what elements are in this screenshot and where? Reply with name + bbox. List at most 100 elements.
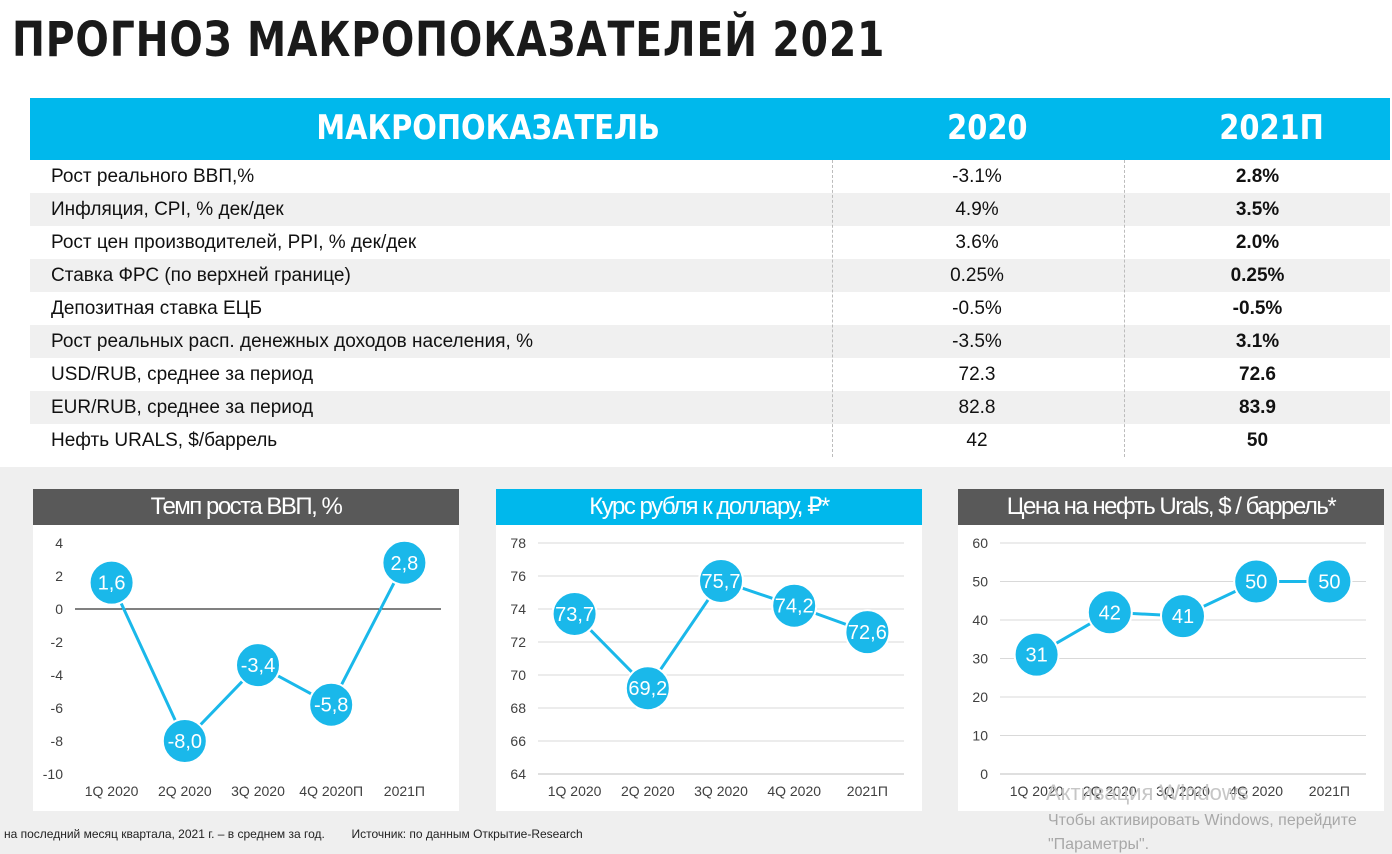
indicator-name: Рост реальных расп. денежных доходов нас…	[51, 331, 534, 352]
y-tick-label: 40	[972, 612, 988, 628]
x-tick-label: 2021П	[847, 783, 888, 799]
table-row: Инфляция, CPI, % дек/дек 4.9% 3.5%	[30, 193, 1390, 226]
value-2020: 72.3	[958, 364, 996, 385]
table-row: Рост реальных расп. денежных доходов нас…	[30, 325, 1390, 358]
value-2021: 2.0%	[1235, 232, 1280, 253]
y-tick-label: 70	[510, 667, 526, 683]
data-point	[1086, 589, 1133, 636]
chart-title: Цена на нефть Urals, $ / баррель*	[958, 489, 1384, 525]
table-header: МАКРОПОКАЗАТЕЛЬ 2020 2021П	[30, 98, 1390, 160]
data-label: 74,2	[775, 596, 814, 618]
y-tick-label: 78	[510, 535, 526, 551]
y-tick-label: 76	[510, 568, 526, 584]
data-point	[381, 539, 428, 586]
value-2021: 50	[1246, 430, 1269, 451]
y-tick-label: 72	[510, 634, 526, 650]
value-2020: -0.5%	[952, 298, 1002, 319]
header-2020: 2020	[947, 108, 1028, 148]
column-divider	[1124, 160, 1125, 457]
data-point	[161, 718, 208, 764]
x-tick-label: 2Q 2020	[621, 783, 675, 799]
data-point	[235, 642, 281, 689]
y-tick-label: 74	[510, 601, 526, 617]
chart-title: Темп роста ВВП, %	[33, 489, 459, 525]
indicator-name: Нефть URALS, $/баррель	[51, 430, 278, 451]
data-label: 50	[1318, 572, 1340, 594]
data-point	[551, 590, 598, 637]
indicator-name: Рост цен производителей, PPI, % дек/дек	[51, 232, 417, 253]
table-row: Рост цен производителей, PPI, % дек/дек 3…	[30, 226, 1390, 259]
y-tick-label: 60	[972, 535, 988, 551]
footnote: на последний месяц квартала, 2021 г. – в…	[4, 827, 583, 841]
y-tick-label: -4	[51, 667, 64, 683]
value-2020: -3.1%	[952, 166, 1002, 187]
data-point	[844, 609, 891, 656]
data-point	[1306, 558, 1353, 605]
x-tick-label: 3Q 2020	[1156, 783, 1210, 799]
activation-watermark-text: "Параметры".	[1048, 836, 1150, 853]
chart-title: Курс рубля к доллару, ₽*	[496, 489, 922, 525]
indicator-name: Инфляция, CPI, % дек/дек	[51, 199, 284, 220]
table-row: Рост реального ВВП,% -3.1% 2.8%	[30, 160, 1390, 193]
y-tick-label: 66	[510, 733, 526, 749]
activation-watermark-text: Чтобы активировать Windows, перейдите	[1048, 812, 1357, 829]
y-tick-label: 4	[55, 535, 63, 551]
data-label: 73,7	[555, 604, 594, 626]
footnote-note: на последний месяц квартала, 2021 г. – в…	[4, 827, 325, 841]
indicator-name: USD/RUB, среднее за период	[51, 364, 314, 385]
y-tick-label: 50	[972, 574, 988, 590]
data-label: 50	[1245, 572, 1267, 594]
indicator-name: EUR/RUB, среднее за период	[51, 397, 314, 418]
data-label: 31	[1025, 645, 1047, 667]
y-tick-label: 2	[55, 568, 63, 584]
data-label: 72,6	[848, 622, 887, 644]
indicator-name: Ставка ФРС (по верхней границе)	[51, 265, 351, 286]
activation-watermark-title: Активация Windows	[1046, 780, 1249, 805]
value-2020: 0.25%	[950, 265, 1004, 286]
x-tick-label: 1Q 2020	[548, 783, 602, 799]
y-tick-label: -8	[51, 733, 64, 749]
table-body: Рост реального ВВП,% -3.1% 2.8% Инфляция, C…	[30, 160, 1390, 457]
value-2021: 83.9	[1239, 397, 1276, 418]
x-tick-label: 2021П	[1309, 783, 1350, 799]
data-label: -8,0	[168, 731, 202, 753]
data-point	[1160, 593, 1206, 640]
data-point	[624, 665, 671, 712]
x-tick-label: 2Q 2020	[158, 783, 212, 799]
value-2021: -0.5%	[1232, 298, 1283, 319]
value-2020: 42	[966, 430, 988, 451]
x-tick-label: 4Q 2020П	[299, 783, 363, 799]
oil-chart: 60 50 40 30 20 10 0 1Q 2020 2Q 2020 3Q 2020 4Q 202…	[972, 535, 1366, 799]
value-2021: 72.6	[1239, 364, 1276, 385]
data-point	[88, 559, 135, 606]
column-divider	[832, 160, 833, 457]
ruble-chart-panel: Курс рубля к доллару, ₽* 78 76 74 72 70 68 66 6…	[496, 489, 922, 811]
macro-table: МАКРОПОКАЗАТЕЛЬ 2020 2021П Рост реальног…	[30, 98, 1390, 457]
table-row: USD/RUB, среднее за период 72.3 72.6	[30, 358, 1390, 391]
gdp-chart: 4 2 0 -2 -4 -6 -8 -10 1Q 2020 2Q 2020 3Q 2020 4Q 20…	[43, 535, 441, 799]
data-point	[698, 557, 744, 604]
data-label: 69,2	[628, 678, 667, 700]
data-label: 1,6	[98, 573, 126, 595]
data-label: 41	[1172, 606, 1194, 628]
data-point	[1233, 558, 1280, 605]
data-point	[1013, 631, 1060, 678]
y-tick-label: 30	[972, 651, 988, 667]
oil-chart-panel: Цена на нефть Urals, $ / баррель* 60 50 40…	[958, 489, 1384, 811]
x-tick-label: 2021П	[384, 783, 425, 799]
table-row: EUR/RUB, среднее за период 82.8 83.9	[30, 391, 1390, 424]
y-tick-label: 0	[980, 766, 988, 782]
footnote-source: Источник: по данным Открытие-Research	[351, 827, 583, 841]
value-2020: -3.5%	[952, 331, 1002, 352]
page-title: ПРОГНОЗ МАКРОПОКАЗАТЕЛЕЙ 2021	[12, 12, 886, 68]
value-2020: 3.6%	[955, 232, 999, 253]
x-tick-label: 1Q 2020	[85, 783, 139, 799]
table-row: Нефть URALS, $/баррель 42 50	[30, 424, 1390, 457]
data-label: 42	[1099, 602, 1121, 624]
data-point	[308, 681, 355, 728]
ruble-chart: 78 76 74 72 70 68 66 64 1Q 2020 2Q 2020 3Q 2020 4Q …	[510, 535, 904, 799]
data-label: -3,4	[241, 655, 275, 677]
y-tick-label: 0	[55, 601, 63, 617]
data-label: -5,8	[314, 695, 348, 717]
y-tick-label: 64	[510, 766, 526, 782]
